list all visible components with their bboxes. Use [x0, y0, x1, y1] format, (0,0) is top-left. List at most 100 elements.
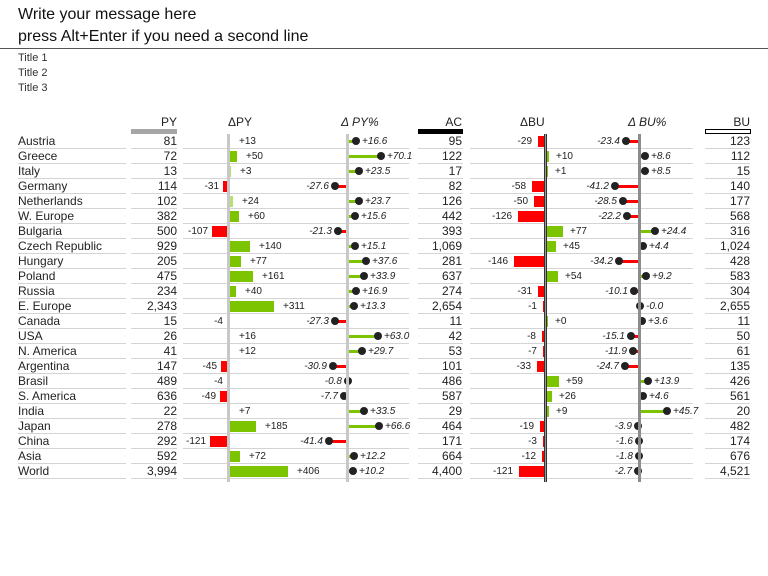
- row-separator: [18, 148, 126, 149]
- row-separator: [641, 358, 693, 359]
- delta-bu-bar: [532, 181, 544, 192]
- delta-py-pct-label: +70.1: [387, 151, 413, 162]
- delta-py-pct-pin: [348, 260, 366, 263]
- row-separator: [18, 463, 126, 464]
- delta-bu-pct-label: -34.2: [590, 256, 613, 267]
- delta-bu-pct-dot: [644, 377, 652, 385]
- row-separator: [641, 448, 693, 449]
- delta-bu-pct-pin: [623, 200, 640, 203]
- delta-bu-bar: [547, 316, 548, 327]
- row-separator: [641, 328, 693, 329]
- delta-bu-bar: [518, 211, 544, 222]
- delta-py-label: +60: [248, 211, 265, 222]
- delta-bu-pct-dot: [641, 152, 649, 160]
- row-separator: [18, 268, 126, 269]
- delta-py-label: +40: [245, 286, 262, 297]
- row-separator: [705, 448, 750, 449]
- row-separator: [183, 403, 228, 404]
- row-name: N. America: [18, 344, 77, 358]
- row-separator: [641, 388, 693, 389]
- row-separator: [131, 298, 177, 299]
- delta-bu-pct-label: +24.4: [661, 226, 687, 237]
- delta-py-pct-dot: [360, 407, 368, 415]
- row-name: Bulgaria: [18, 224, 63, 238]
- delta-py-pct-label: +37.6: [372, 256, 398, 267]
- delta-py-pct-dot: [355, 167, 363, 175]
- row-separator: [131, 148, 177, 149]
- delta-py-label: -4: [214, 376, 223, 387]
- row-separator: [183, 283, 228, 284]
- ac-value: 587: [441, 389, 462, 403]
- row-separator: [183, 148, 228, 149]
- bu-value: 11: [737, 314, 750, 328]
- row-separator: [18, 208, 126, 209]
- row-separator: [131, 268, 177, 269]
- delta-bu-label: +0: [555, 316, 567, 327]
- ac-value: 122: [441, 149, 462, 163]
- row-separator: [183, 388, 228, 389]
- row-separator: [230, 253, 346, 254]
- bu-scenario-marker: [705, 129, 751, 134]
- ac-value: 486: [441, 374, 462, 388]
- delta-py-pct-dot: [377, 152, 385, 160]
- py-value: 72: [163, 149, 177, 163]
- delta-py-pct-label: +23.7: [365, 196, 391, 207]
- delta-bu-label: -146: [487, 256, 508, 267]
- row-separator: [131, 163, 177, 164]
- table-row: Canada 15 11 11 -4 -27.3 +0 +3.6: [0, 314, 768, 329]
- row-separator: [183, 358, 228, 359]
- delta-py-pct-pin: [348, 275, 364, 278]
- py-value: 102: [156, 194, 177, 208]
- row-separator: [470, 148, 544, 149]
- ac-value: 393: [441, 224, 462, 238]
- row-separator: [18, 238, 126, 239]
- delta-bu-pct-label: +4.4: [649, 241, 669, 252]
- row-name: E. Europe: [18, 299, 72, 313]
- delta-py-bar: [212, 226, 227, 237]
- bu-value: 174: [729, 434, 750, 448]
- row-separator: [705, 313, 750, 314]
- row-separator: [418, 283, 463, 284]
- py-value: 636: [156, 389, 177, 403]
- row-name: Poland: [18, 269, 56, 283]
- ac-value: 101: [441, 359, 462, 373]
- delta-bu-bar: [519, 466, 544, 477]
- row-name: Italy: [18, 164, 41, 178]
- bu-value: 426: [729, 374, 750, 388]
- table-row: Bulgaria 500 393 316 -107 -21.3 +77 +24.4: [0, 224, 768, 239]
- row-separator: [705, 298, 750, 299]
- delta-bu-label: -12: [521, 451, 536, 462]
- table-row: E. Europe 2,343 2,654 2,655 +311 +13.3 -1 -0.0: [0, 299, 768, 314]
- delta-bu-label: -19: [519, 421, 534, 432]
- delta-bu-pct-pin: [640, 230, 655, 233]
- bu-value: 20: [736, 404, 750, 418]
- table-row: Argentina 147 101 135 -45 -30.9 -33 -24.7: [0, 359, 768, 374]
- row-separator: [230, 463, 346, 464]
- row-separator: [349, 223, 409, 224]
- row-separator: [183, 433, 228, 434]
- row-separator: [547, 388, 638, 389]
- delta-py-pct-axis: [346, 134, 349, 482]
- row-separator: [547, 373, 638, 374]
- delta-bu-label: -33: [516, 361, 531, 372]
- delta-py-pct-dot: [374, 332, 382, 340]
- delta-py-label: +12: [239, 346, 256, 357]
- delta-py-pct-dot: [350, 452, 358, 460]
- row-name: Austria: [18, 134, 56, 148]
- delta-py-pct-label: +23.5: [365, 166, 391, 177]
- row-separator: [230, 223, 346, 224]
- row-separator: [641, 283, 693, 284]
- table-row: Brasil 489 486 426 -4 -0.8 +59 +13.9: [0, 374, 768, 389]
- py-value: 500: [156, 224, 177, 238]
- delta-bu-pct-dot: [611, 182, 619, 190]
- ac-value: 11: [449, 314, 462, 328]
- delta-bu-pct-dot: [619, 197, 627, 205]
- row-name: Russia: [18, 284, 55, 298]
- row-separator: [641, 478, 693, 479]
- delta-bu-pct-pin: [625, 365, 640, 368]
- row-separator: [547, 163, 638, 164]
- row-name: Argentina: [18, 359, 70, 373]
- row-separator: [705, 358, 750, 359]
- py-value: 475: [156, 269, 177, 283]
- delta-py-pct-label: +12.2: [360, 451, 386, 462]
